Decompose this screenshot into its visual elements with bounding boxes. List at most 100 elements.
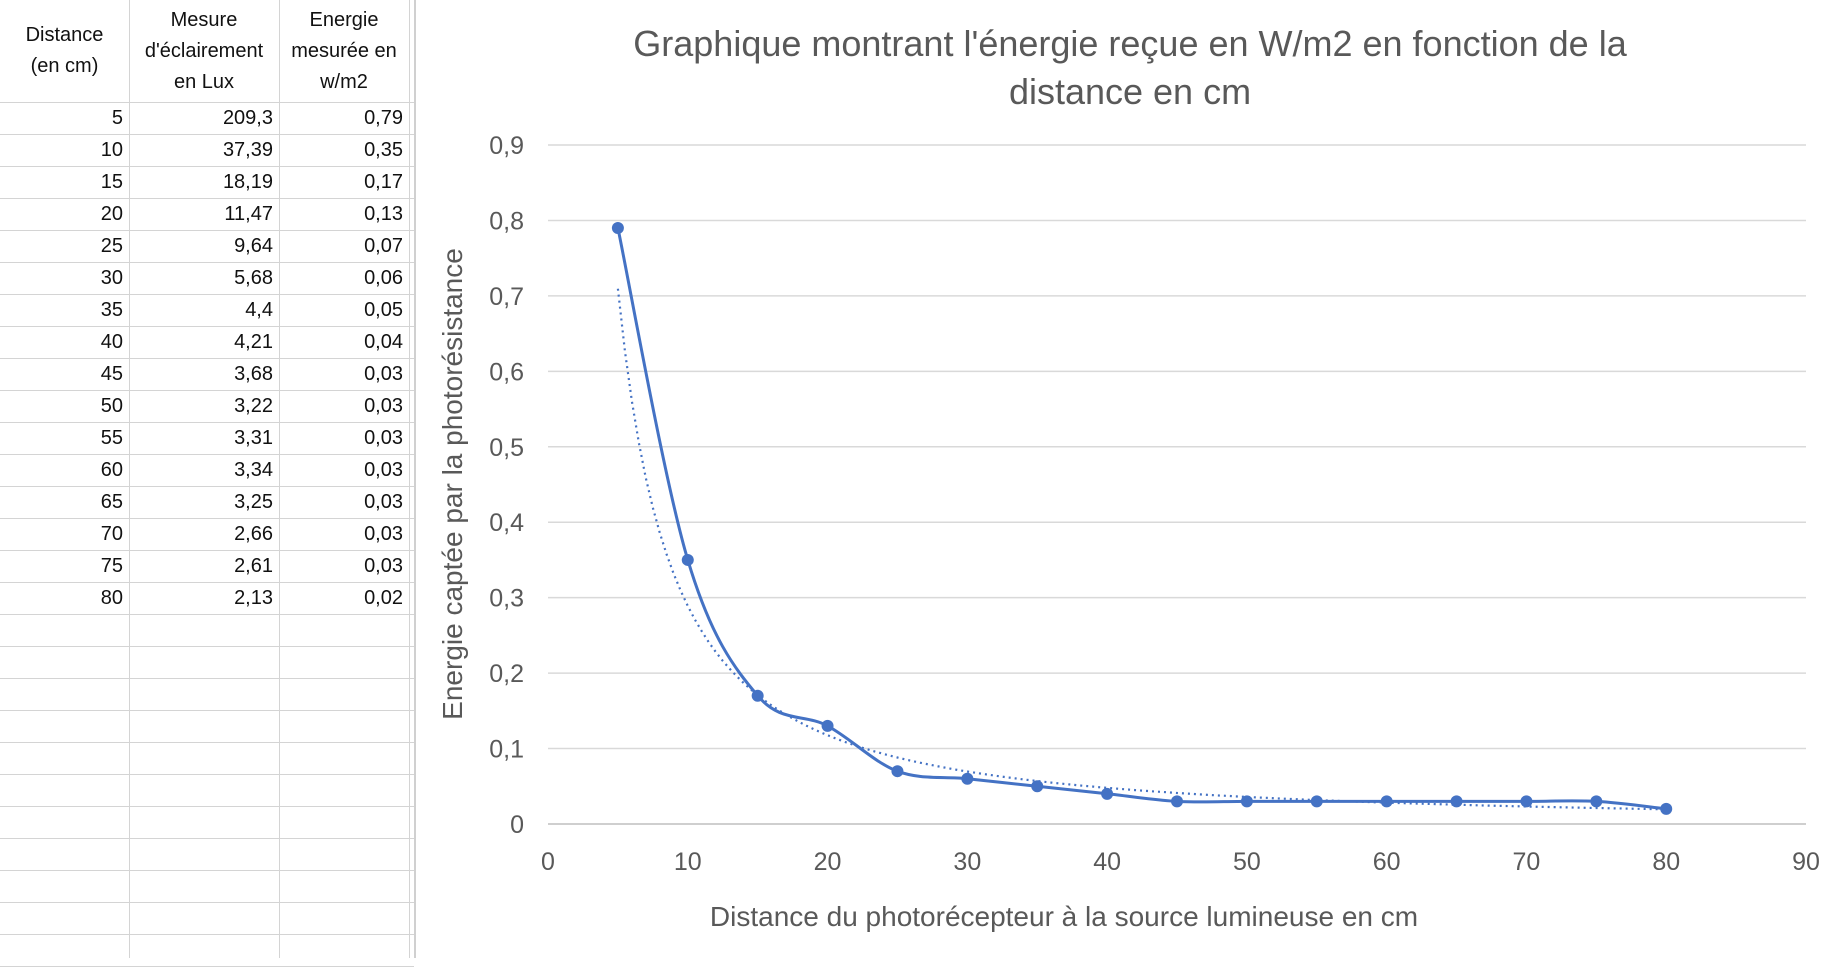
data-point[interactable] [1520, 795, 1533, 808]
table-cell[interactable]: 0,03 [364, 459, 403, 481]
table-cell[interactable]: 45 [100, 363, 123, 385]
table-cell[interactable]: 0,03 [364, 363, 403, 385]
table-cell[interactable]: 18,19 [222, 171, 273, 193]
x-axis-title: Distance du photorécepteur à la source l… [710, 901, 1418, 932]
header-line: Mesure [170, 8, 238, 31]
table-cell[interactable]: 4,4 [245, 299, 273, 321]
row-divider [0, 934, 414, 935]
table-cell[interactable]: 80 [100, 587, 123, 609]
data-point[interactable] [1240, 795, 1253, 808]
chart-svg: Graphique montrant l'énergie reçue en W/… [437, 23, 1820, 932]
table-cell[interactable]: 55 [100, 427, 123, 449]
y-tick-label: 0,2 [489, 660, 524, 688]
y-tick-label: 0,7 [489, 283, 524, 311]
header-line: Energie [309, 8, 379, 31]
data-point[interactable] [891, 765, 904, 778]
row-divider [0, 326, 414, 327]
header-line: d'éclairement [144, 39, 264, 62]
header-eclairement[interactable]: Mesure d'éclairement en Lux [129, 0, 279, 102]
series-line [616, 227, 1667, 811]
table-cell[interactable]: 2,61 [234, 555, 273, 577]
table-cell[interactable]: 3,34 [234, 459, 273, 481]
data-point[interactable] [681, 553, 694, 566]
table-cell[interactable]: 37,39 [222, 139, 273, 161]
x-tick-label: 50 [1233, 848, 1261, 876]
table-cell[interactable]: 0,05 [364, 299, 403, 321]
data-point[interactable] [1310, 795, 1323, 808]
table-cell[interactable]: 25 [100, 235, 123, 257]
table-cell[interactable]: 40 [100, 331, 123, 353]
chart-title-line-2: distance en cm [1009, 71, 1251, 112]
y-tick-label: 0,1 [489, 736, 524, 764]
data-point[interactable] [821, 719, 834, 732]
table-cell[interactable]: 0,35 [364, 139, 403, 161]
header-line: Distance [25, 24, 104, 46]
table-cell[interactable]: 75 [100, 555, 123, 577]
data-point[interactable] [751, 689, 764, 702]
table-cell[interactable]: 0,79 [364, 107, 403, 129]
table-cell[interactable]: 0,06 [364, 267, 403, 289]
table-cell[interactable]: 4,21 [234, 331, 273, 353]
table-cell[interactable]: 0,04 [364, 331, 403, 353]
table-cell[interactable]: 5,68 [234, 267, 273, 289]
row-divider [0, 422, 414, 423]
data-point[interactable] [1031, 780, 1044, 793]
header-distance[interactable]: Distance (en cm) [0, 0, 129, 102]
data-point[interactable] [1101, 787, 1114, 800]
row-divider [0, 486, 414, 487]
row-divider [0, 230, 414, 231]
table-cell[interactable]: 20 [100, 203, 123, 225]
table-cell[interactable]: 2,13 [234, 587, 273, 609]
data-point[interactable] [1660, 802, 1673, 815]
data-point[interactable] [1380, 795, 1393, 808]
table-cell[interactable]: 11,47 [224, 203, 273, 225]
table-cell[interactable]: 5 [111, 107, 123, 129]
row-divider [0, 678, 414, 679]
table-cell[interactable]: 35 [100, 299, 123, 321]
table-cell[interactable]: 0,03 [364, 523, 403, 545]
header-line: w/m2 [320, 70, 368, 93]
table-cell[interactable]: 0,02 [364, 587, 403, 609]
data-point[interactable] [1590, 795, 1603, 808]
row-divider [0, 902, 414, 903]
table-cell[interactable]: 65 [100, 491, 123, 513]
table-cell[interactable]: 70 [100, 523, 123, 545]
table-cell[interactable]: 0,03 [364, 491, 403, 513]
row-divider [0, 262, 414, 263]
y-axis-title: Energie captée par la photorésistance [437, 248, 468, 720]
table-cell[interactable]: 30 [100, 267, 123, 289]
data-point[interactable] [1450, 795, 1463, 808]
table-cell[interactable]: 60 [100, 459, 123, 481]
table-cell[interactable]: 0,07 [364, 235, 403, 257]
header-energie[interactable]: Energie mesurée en w/m2 [279, 0, 409, 102]
table-cell[interactable]: 3,25 [234, 491, 273, 513]
row-divider [0, 166, 414, 167]
y-tick-label: 0,6 [489, 358, 524, 386]
table-cell[interactable]: 3,31 [234, 427, 273, 449]
table-cell[interactable]: 9,64 [234, 235, 273, 257]
table-cell[interactable]: 0,13 [364, 203, 403, 225]
table-cell[interactable]: 0,17 [364, 171, 403, 193]
data-point[interactable] [611, 221, 624, 234]
table-cell[interactable]: 3,68 [234, 363, 273, 385]
data-point[interactable] [1171, 795, 1183, 808]
y-axis-ticks: 0 0,1 0,2 0,3 0,4 0,5 0,6 0,7 0,8 0,9 [489, 132, 524, 839]
chart-area[interactable]: Graphique montrant l'énergie reçue en W/… [414, 0, 1846, 958]
data-point[interactable] [961, 772, 974, 785]
row-divider [0, 134, 414, 135]
table-cell[interactable]: 3,22 [234, 395, 273, 417]
table-cell[interactable]: 2,66 [234, 523, 273, 545]
y-tick-label: 0 [510, 811, 524, 839]
table-cell[interactable]: 0,03 [364, 555, 403, 577]
table-cell[interactable]: 209,3 [222, 107, 273, 129]
header-line: en Lux [173, 70, 235, 93]
table-cell[interactable]: 10 [100, 139, 123, 161]
table-cell[interactable]: 50 [100, 395, 123, 417]
row-divider [0, 358, 414, 359]
x-tick-label: 60 [1373, 848, 1401, 876]
table-cell[interactable]: 0,03 [364, 395, 403, 417]
row-divider [0, 710, 414, 711]
table-cell[interactable]: 0,03 [364, 427, 403, 449]
table-cell[interactable]: 15 [100, 171, 123, 193]
